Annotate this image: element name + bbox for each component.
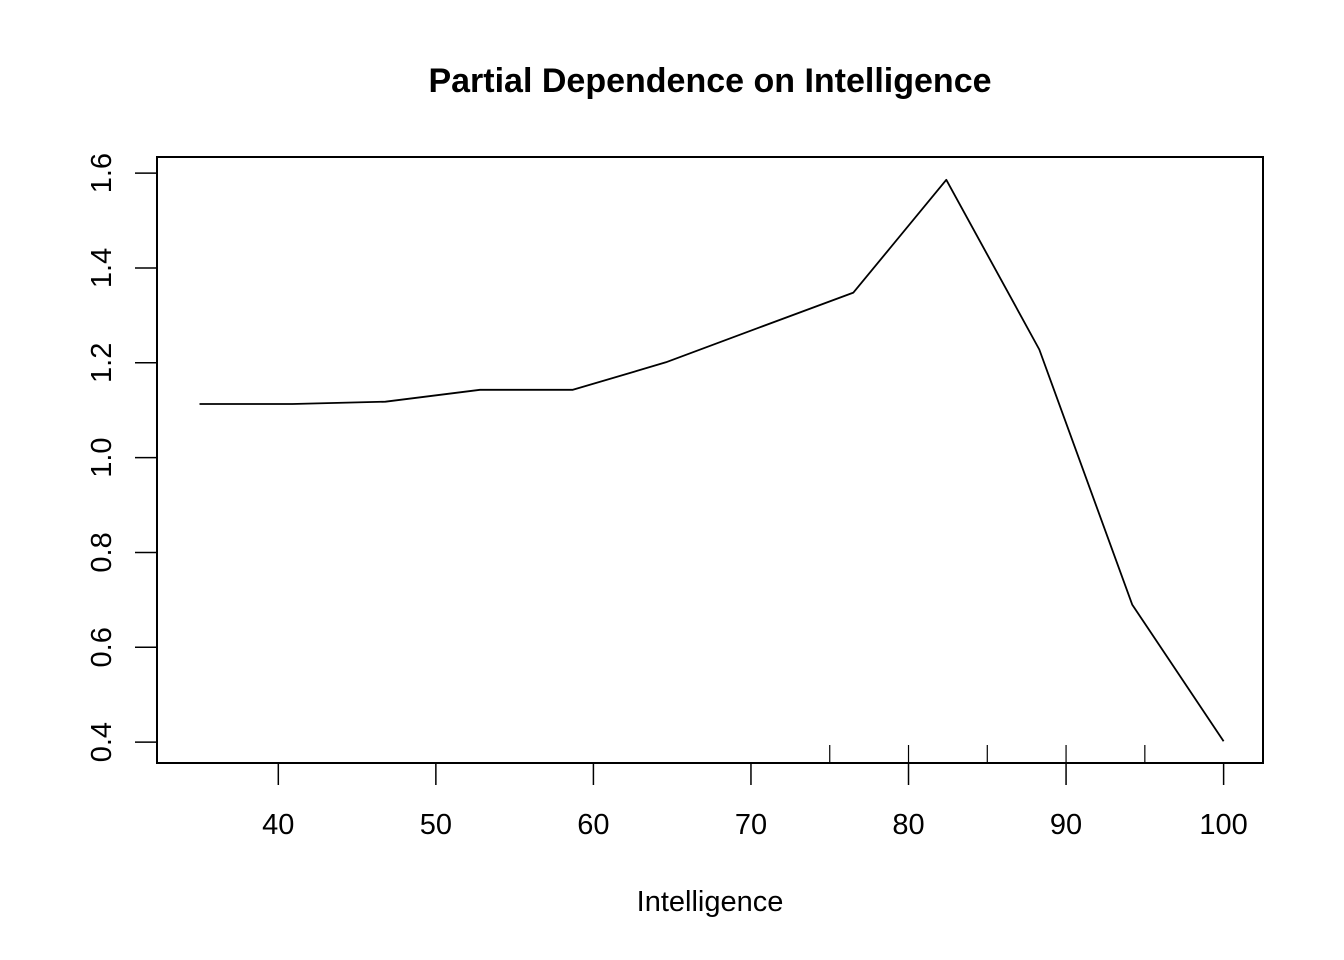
x-tick-label-50: 50 <box>420 809 452 841</box>
y-tick-label-1.4: 1.4 <box>86 248 118 288</box>
series-group <box>199 178 1225 742</box>
y-tick-label-0.4: 0.4 <box>86 722 118 762</box>
y-tick-label-1.2: 1.2 <box>86 343 118 383</box>
x-axis-label: Intelligence <box>637 886 784 918</box>
series-line-0 <box>199 178 1225 742</box>
x-tick-label-100: 100 <box>1199 809 1247 841</box>
plot-frame <box>156 156 1264 764</box>
chart-title: Partial Dependence on Intelligence <box>428 62 991 100</box>
y-tick-label-1.6: 1.6 <box>86 153 118 193</box>
y-tick-label-0.6: 0.6 <box>86 627 118 667</box>
y-tick-label-1: 1.0 <box>86 437 118 477</box>
x-tick-label-40: 40 <box>262 809 294 841</box>
x-axis: 40 50 60 70 80 90 100 <box>262 763 1248 841</box>
x-tick-label-60: 60 <box>577 809 609 841</box>
y-tick-label-0.8: 0.8 <box>86 532 118 572</box>
rug-marks <box>829 745 1146 763</box>
x-tick-label-90: 90 <box>1050 809 1082 841</box>
x-tick-label-80: 80 <box>892 809 924 841</box>
y-axis: 0.4 0.6 0.8 1.0 1.2 1.4 1.6 <box>86 153 157 762</box>
x-tick-label-70: 70 <box>735 809 767 841</box>
